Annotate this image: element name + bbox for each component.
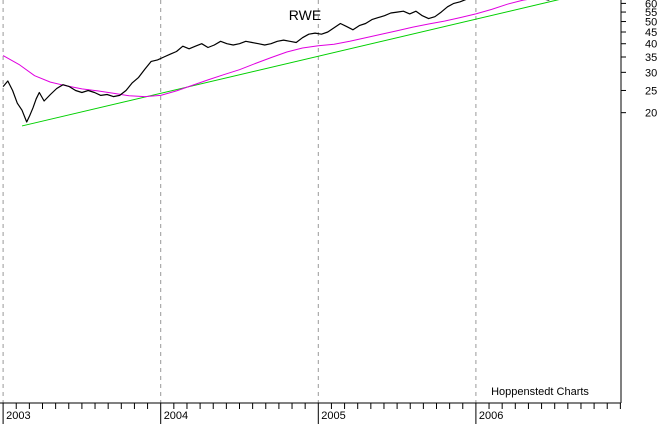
x-tick-label-2004: 2004 <box>164 410 188 422</box>
x-tick-label-2005: 2005 <box>321 410 345 422</box>
y-tick-label-60: 60 <box>645 0 657 10</box>
axes <box>0 0 622 404</box>
y-tick-label-25: 25 <box>645 85 657 97</box>
x-tick-label-2003: 2003 <box>6 410 30 422</box>
price-series-line <box>2 0 550 123</box>
y-tick-labels: 8580757065605550454035302520 <box>621 0 657 120</box>
moving_average-series-line <box>2 0 528 98</box>
y-tick-label-55: 55 <box>645 7 657 19</box>
source-annotation: Hoppenstedt Charts <box>491 386 589 398</box>
x-tick-labels: 2003 2004 2005 2006 <box>2 403 621 424</box>
y-tick-label-35: 35 <box>645 52 657 64</box>
y-tick-label-40: 40 <box>645 39 657 51</box>
gridlines <box>2 0 477 403</box>
y-tick-label-65: 65 <box>645 0 657 2</box>
y-tick-label-50: 50 <box>645 17 657 29</box>
x-tick-label-2006: 2006 <box>479 410 503 422</box>
y-tick-label-20: 20 <box>645 108 657 120</box>
trend-lines <box>21 0 560 127</box>
y-tick-label-45: 45 <box>645 27 657 39</box>
trendline-line <box>21 0 560 127</box>
data-series <box>2 0 550 123</box>
chart-title: RWE <box>289 7 321 23</box>
y-tick-label-30: 30 <box>645 67 657 79</box>
